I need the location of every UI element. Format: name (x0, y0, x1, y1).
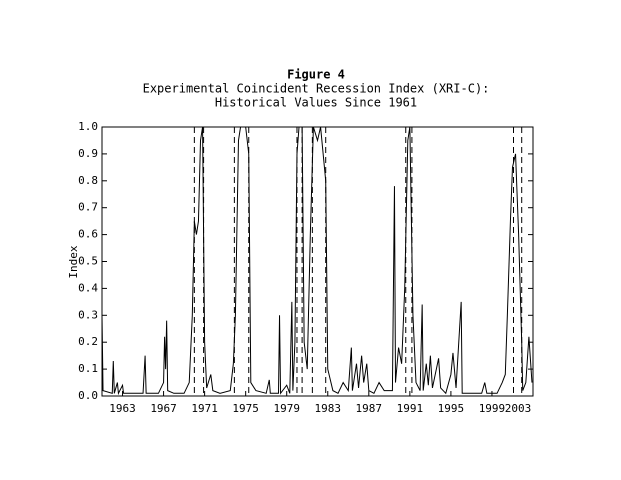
x-tick-label: 1987 (356, 402, 383, 415)
y-tick-label: 0.3 (78, 308, 98, 321)
x-tick-label: 1979 (273, 402, 300, 415)
y-tick-label: 0.7 (78, 201, 98, 214)
chart-subtitle: Historical Values Since 1961 (215, 96, 417, 110)
index-line (101, 126, 533, 396)
y-axis-label: Index (67, 245, 80, 278)
x-tick-label: 1999 (479, 402, 506, 415)
x-tick-label: 1963 (109, 402, 136, 415)
y-tick-label: 0.9 (78, 147, 98, 160)
y-tick-label: 0.2 (78, 335, 98, 348)
plot-frame (101, 126, 534, 397)
y-tick-label: 1.0 (78, 120, 98, 133)
y-tick-label: 0.5 (78, 255, 98, 268)
y-tick-label: 0.6 (78, 228, 98, 241)
x-tick-label: 1995 (438, 402, 465, 415)
y-tick-label: 0.4 (78, 281, 98, 294)
x-tick-label: 1971 (191, 402, 218, 415)
chart-subtitle: Experimental Coincident Recession Index … (143, 82, 490, 96)
x-tick-label: 1983 (315, 402, 342, 415)
x-tick-label: 1991 (397, 402, 424, 415)
y-tick-label: 0.8 (78, 174, 98, 187)
y-tick-label: 0.0 (78, 389, 98, 402)
x-tick-label: 2003 (505, 402, 532, 415)
x-tick-label: 1967 (150, 402, 177, 415)
x-tick-label: 1975 (232, 402, 259, 415)
chart-title: Figure 4 (287, 68, 345, 82)
y-tick-label: 0.1 (78, 362, 98, 375)
